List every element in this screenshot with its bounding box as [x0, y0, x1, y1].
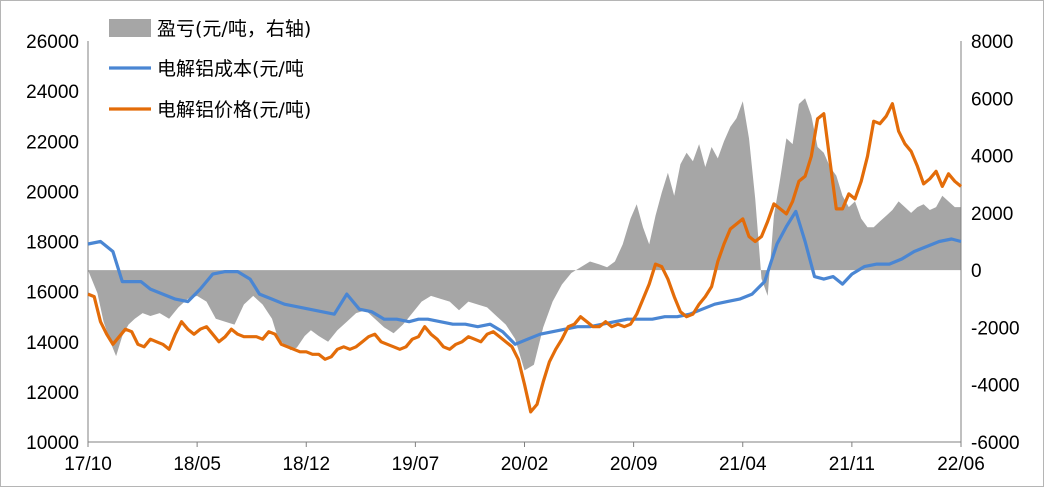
- y-right-tick-label: 2000: [971, 204, 1013, 225]
- y-right-tick-label: 8000: [971, 32, 1013, 53]
- x-tick-label: 22/06: [937, 454, 985, 475]
- x-tick-label: 19/07: [392, 454, 440, 475]
- legend-label-price: 电解铝价格(元/吨): [157, 99, 311, 121]
- cost-line-series: [87, 209, 962, 346]
- y-left-tick-label: 14000: [26, 333, 79, 354]
- profit-area-series: [88, 98, 961, 371]
- y-right-tick-label: -2000: [971, 318, 1020, 339]
- y-left-tick-label: 16000: [26, 283, 79, 304]
- y-left-tick-label: 12000: [26, 383, 79, 404]
- x-tick-label: 21/11: [829, 454, 875, 475]
- price-line-series: [87, 102, 963, 414]
- x-tick-label: 20/02: [501, 454, 549, 475]
- y-left-tick-label: 20000: [26, 182, 79, 203]
- y-left-tick-label: 22000: [26, 132, 79, 153]
- legend-label-profit: 盈亏(元/吨，右轴): [157, 18, 311, 40]
- y-left-tick-label: 18000: [26, 233, 79, 254]
- y-left-tick-label: 24000: [26, 82, 79, 103]
- y-left-tick-label: 10000: [26, 433, 79, 454]
- x-tick-label: 20/09: [610, 454, 658, 475]
- y-right-tick-label: -6000: [971, 433, 1020, 454]
- x-tick-label: 21/04: [719, 454, 767, 475]
- x-tick-label: 17/10: [64, 454, 112, 475]
- y-right-tick-label: 0: [971, 261, 982, 282]
- x-tick-label: 18/12: [282, 454, 330, 475]
- y-right-tick-label: 4000: [971, 147, 1013, 168]
- y-right-tick-label: 6000: [971, 89, 1013, 110]
- y-right-tick-label: -4000: [971, 376, 1020, 397]
- legend-swatch-profit: [109, 19, 151, 37]
- y-left-tick-label: 26000: [26, 32, 79, 53]
- legend-label-cost: 电解铝成本(元/吨: [157, 58, 304, 80]
- x-tick-label: 18/05: [173, 454, 221, 475]
